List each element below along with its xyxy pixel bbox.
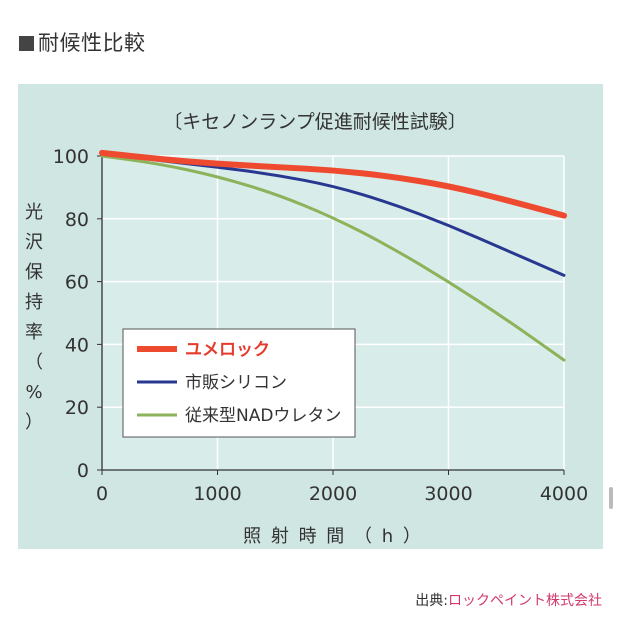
y-tick-label: 60 [65,272,89,294]
y-tick-label: 20 [65,397,89,419]
y-axis-label-char: 保 [25,262,43,283]
x-tick-label: 2000 [309,483,357,505]
source-credit: 出典:ロックペイント株式会社 [415,590,602,610]
x-tick-label: 1000 [193,483,241,505]
y-tick-label: 100 [53,146,89,168]
heading-text: 耐候性比較 [38,31,146,55]
legend-label: ユメロック [185,340,270,360]
x-tick-label: 4000 [540,483,588,505]
source-label: 出典: [415,593,448,609]
scrollbar-thumb[interactable] [609,487,613,509]
y-axis-label-char: % [25,382,42,403]
y-axis-label-char: （ [25,352,43,373]
y-axis-label-char: 率 [25,322,43,343]
y-tick-label: 40 [65,334,89,356]
series-line [100,154,566,362]
y-tick-label: 80 [65,209,89,231]
legend-label: 市販シリコン [185,373,287,393]
legend-label: 従来型NADウレタン [185,406,341,426]
y-axis-label-char: 光 [25,202,43,223]
y-axis-label-char: 沢 [25,232,43,253]
chart-title: 〔キセノンランプ促進耐候性試験〕 [163,111,466,133]
series-line [99,149,567,219]
y-axis-label-char: 持 [25,292,43,313]
y-tick-label: 0 [77,460,89,482]
chart-panel: 〔キセノンランプ促進耐候性試験〕 0 20 40 60 80 100 0 1000 2000 300… [18,84,603,549]
square-bullet-icon [19,36,34,51]
x-tick-label: 0 [96,483,108,505]
page-heading: 耐候性比較 [19,27,146,57]
x-axis-label: 照 射 時 間 （ h ） [243,526,423,547]
y-axis-label-char: ） [25,412,43,433]
x-tick-label: 3000 [424,483,472,505]
source-link[interactable]: ロックペイント株式会社 [448,593,602,609]
